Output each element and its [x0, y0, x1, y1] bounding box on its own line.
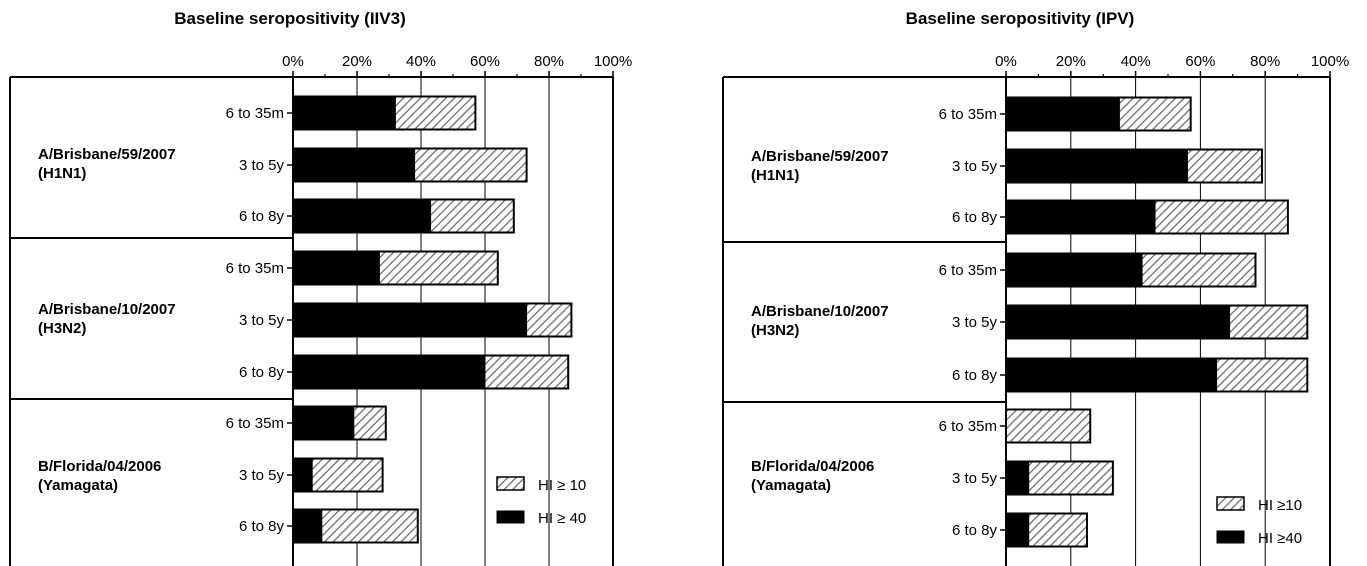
bar-hi40	[1005, 149, 1188, 183]
x-tick-label-60: 60%	[470, 53, 500, 70]
bar-hi40	[292, 303, 528, 337]
bar-hi40	[292, 199, 432, 233]
category-label: 6 to 35m	[226, 105, 284, 122]
category-label: 3 to 5y	[239, 312, 285, 329]
bar-hi40	[292, 406, 355, 440]
category-label: 6 to 8y	[239, 518, 285, 535]
x-tick-label-20: 20%	[342, 53, 372, 70]
category-label: 3 to 5y	[952, 158, 998, 175]
category-label: 3 to 5y	[239, 157, 285, 174]
group-subtype-2: (H3N2)	[751, 322, 799, 339]
category-label: 6 to 8y	[952, 209, 998, 226]
category-label: 6 to 35m	[226, 415, 284, 432]
bar-hi40	[1005, 513, 1030, 547]
x-tick-label-40: 40%	[406, 53, 436, 70]
category-label: 6 to 35m	[939, 262, 997, 279]
legend-swatch-hi10	[1216, 496, 1245, 511]
x-tick-label-40: 40%	[1121, 53, 1151, 70]
bar-hi40	[292, 148, 416, 182]
bar-hi40	[292, 251, 380, 285]
group-label-1: A/Brisbane/59/2007	[751, 148, 889, 165]
group-label-3: B/Florida/04/2006	[38, 458, 161, 475]
bar-hi40	[292, 96, 396, 130]
group-subtype-3: (Yamagata)	[751, 477, 831, 494]
x-tick-label-80: 80%	[1250, 53, 1280, 70]
chart-title: Baseline seropositivity (IPV)	[906, 9, 1135, 28]
legend-label-hi10: HI ≥10	[1258, 497, 1302, 514]
legend-swatch-hi40	[496, 510, 525, 524]
category-label: 6 to 8y	[239, 364, 285, 381]
group-subtype-1: (H1N1)	[751, 167, 799, 184]
x-tick-label-60: 60%	[1185, 53, 1215, 70]
x-tick-label-0: 0%	[995, 53, 1017, 70]
category-label: 3 to 5y	[239, 467, 285, 484]
legend-label-hi40: HI ≥ 40	[538, 510, 586, 527]
chart-panel-1: Baseline seropositivity (IIV3) 0% 20% 40% 60…	[9, 9, 632, 566]
bar-hi40	[1005, 200, 1156, 234]
bar-hi40	[1005, 97, 1120, 131]
group-label-2: A/Brisbane/10/2007	[751, 303, 889, 320]
group-label-2: A/Brisbane/10/2007	[38, 301, 176, 318]
x-tick-label-20: 20%	[1056, 53, 1086, 70]
legend-label-hi40: HI ≥40	[1258, 530, 1302, 547]
x-tick-label-0: 0%	[282, 53, 304, 70]
bar-hi40	[292, 509, 323, 543]
legend-swatch-hi10	[496, 476, 525, 491]
bar-hi40	[1005, 358, 1218, 392]
bar-hi40	[292, 458, 313, 492]
bar-hi40	[1005, 305, 1231, 339]
x-tick-label-100: 100%	[1311, 53, 1349, 70]
legend-label-hi10: HI ≥ 10	[538, 477, 586, 494]
group-subtype-1: (H1N1)	[38, 165, 86, 182]
legend: HI ≥10 HI ≥40	[1216, 496, 1302, 547]
chart-panel-2: Baseline seropositivity (IPV) 0% 20% 40% 60%…	[722, 9, 1349, 566]
legend-swatch-hi40	[1216, 530, 1245, 544]
bar-hi40	[292, 355, 486, 389]
x-tick-label-100: 100%	[594, 53, 632, 70]
category-label: 6 to 35m	[939, 418, 997, 435]
chart-title: Baseline seropositivity (IIV3)	[174, 9, 405, 28]
bar-hi40	[1005, 461, 1030, 495]
category-label: 6 to 35m	[939, 106, 997, 123]
group-subtype-3: (Yamagata)	[38, 477, 118, 494]
legend: HI ≥ 10 HI ≥ 40	[496, 476, 586, 527]
group-label-3: B/Florida/04/2006	[751, 458, 874, 475]
category-label: 6 to 8y	[239, 208, 285, 225]
category-label: 6 to 8y	[952, 522, 998, 539]
bar-hi10	[1005, 408, 1092, 444]
x-tick-label-80: 80%	[534, 53, 564, 70]
bar-hi40	[1005, 253, 1143, 287]
category-label: 6 to 8y	[952, 367, 998, 384]
category-label: 3 to 5y	[952, 314, 998, 331]
group-subtype-2: (H3N2)	[38, 320, 86, 337]
group-label-1: A/Brisbane/59/2007	[38, 146, 176, 163]
category-label: 6 to 35m	[226, 260, 284, 277]
category-label: 3 to 5y	[952, 470, 998, 487]
